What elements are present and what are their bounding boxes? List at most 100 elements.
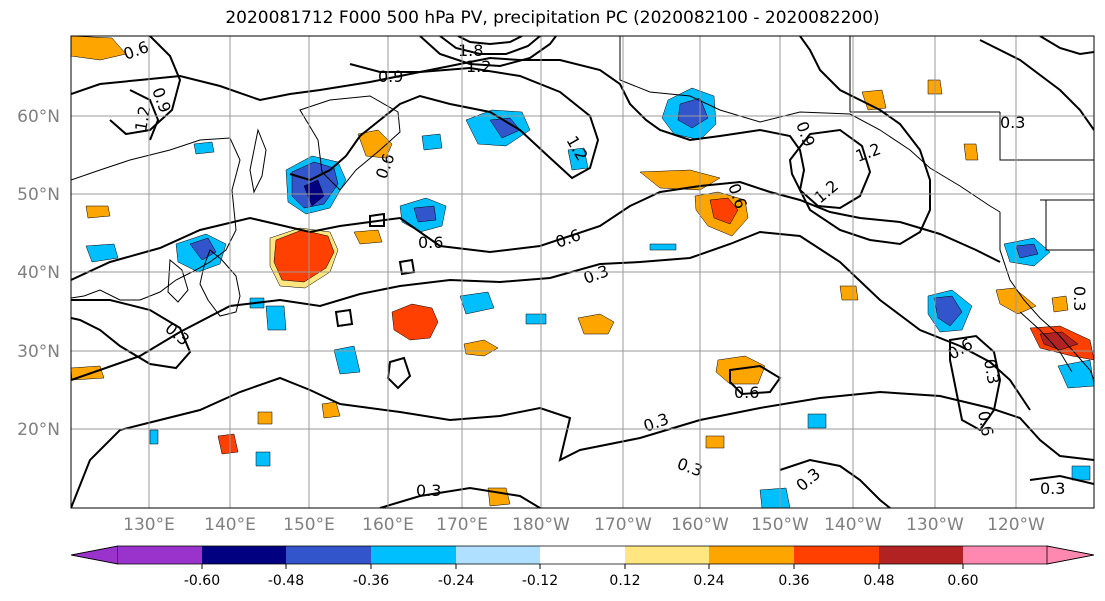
- contour-0.6-cal: [949, 334, 1002, 432]
- colorbar-tick-labels: -0.60 -0.48 -0.36 -0.24 -0.12 0.12 0.24 …: [184, 573, 979, 589]
- contour-label: 0.6: [418, 233, 443, 252]
- colorbar-label: -0.12: [522, 573, 558, 589]
- fill-neg-cal-core: [933, 295, 963, 327]
- lon-label: 130°E: [123, 515, 175, 535]
- fill-neg-small7: [193, 141, 215, 155]
- fill-pos-japan: [357, 129, 393, 159]
- gridlines: [71, 36, 1094, 508]
- contour-0.9-north: [349, 36, 931, 246]
- latitude-labels: 60°N 50°N 40°N 30°N 20°N: [17, 107, 60, 440]
- fill-neg-small13: [149, 429, 159, 445]
- lat-label: 30°N: [17, 342, 60, 362]
- coastlines: [71, 36, 1094, 381]
- contour-label: 0.6: [974, 409, 997, 437]
- lon-label: 170°E: [436, 515, 488, 535]
- colorbar-seg: [202, 546, 286, 564]
- fill-neg-small10: [255, 451, 271, 467]
- fill-neg-small2: [459, 291, 495, 315]
- fill-neg-small12: [265, 305, 287, 331]
- fill-neg-small1: [85, 243, 119, 263]
- fill-pos-small2: [85, 205, 111, 219]
- fill-neg-small8: [525, 313, 547, 325]
- contour-small-loop4: [334, 308, 354, 328]
- fill-pos-pac1-core: [709, 197, 739, 225]
- plot-frame: [70, 35, 1095, 509]
- coast-japan: [199, 249, 241, 317]
- lon-label: 150°W: [751, 515, 809, 535]
- contour-0.6-east: [1039, 36, 1094, 56]
- colorbar-seg: [540, 546, 625, 564]
- fill-pos-small9: [839, 285, 859, 301]
- coast-na-west: [999, 212, 1094, 381]
- pv-contours: [71, 36, 1094, 508]
- contour-0.9-left: [129, 89, 160, 141]
- fill-pos-small6: [321, 401, 341, 419]
- contour-0.6-north: [71, 66, 600, 182]
- colorbar-seg: [963, 546, 1047, 564]
- fill-neg-small15: [1071, 465, 1091, 481]
- fill-neg-small3: [333, 345, 361, 375]
- contour-0.3-east: [979, 39, 1094, 131]
- colorbar-seg: [286, 546, 371, 564]
- contour-label: 0.3: [1000, 113, 1025, 132]
- coast-borders: [849, 36, 1094, 251]
- contour-1.2-top: [419, 36, 557, 68]
- lon-label: 150°E: [283, 515, 335, 535]
- fill-neg-japan-core: [189, 237, 217, 261]
- fill-pos-nw: [71, 36, 127, 61]
- fill-neg-small4: [759, 487, 791, 508]
- lon-label: 180°W: [512, 515, 570, 535]
- colorbar-arrow-right: [1046, 545, 1095, 565]
- colorbar-arrow-left: [70, 545, 119, 565]
- contour-small-loop2: [369, 212, 385, 227]
- contour-label: 1.8: [458, 41, 483, 60]
- lat-label: 40°N: [17, 263, 60, 283]
- colorbar-label: 0.36: [778, 573, 809, 589]
- coast-sakhalin: [249, 128, 267, 194]
- contour-1.8-top: [457, 36, 523, 46]
- colorbar-seg: [625, 546, 709, 564]
- colorbar-label: 0.12: [609, 573, 640, 589]
- coast-baja: [1019, 311, 1073, 373]
- contour-0.3-low: [71, 376, 1094, 508]
- coast-asia: [71, 137, 241, 301]
- fill-pos-pac4: [463, 339, 499, 357]
- colorbar-seg: [709, 546, 794, 564]
- contour-label: 0.9: [378, 67, 403, 86]
- colorbar-label: -0.60: [184, 573, 220, 589]
- fill-neg-sw-core: [1015, 243, 1039, 259]
- fill-pos-center: [391, 303, 439, 341]
- contour-label: 0.3: [1040, 479, 1065, 498]
- fill-neg-center1-core: [413, 205, 437, 223]
- fill-neg-small14: [649, 243, 677, 251]
- fill-pos-small10: [963, 143, 979, 161]
- colorbar-seg: [371, 546, 456, 564]
- fill-pos-small1: [353, 229, 383, 245]
- contour-0.6-small: [729, 364, 782, 396]
- colorbar-seg: [456, 546, 540, 564]
- lon-label: 140°W: [824, 515, 882, 535]
- contour-1.5-top: [439, 36, 541, 55]
- colorbar-label: 0.60: [947, 573, 978, 589]
- lat-label: 60°N: [17, 107, 60, 127]
- fill-neg-small11: [807, 413, 827, 429]
- colorbar-label: -0.24: [438, 573, 474, 589]
- fill-pos-small13: [705, 435, 725, 449]
- colorbar-label: 0.48: [863, 573, 894, 589]
- fill-pos-pac3: [577, 313, 615, 335]
- lon-label: 160°E: [362, 515, 414, 535]
- contour-label: 0.6: [734, 383, 759, 402]
- colorbar-seg: [879, 546, 963, 564]
- fill-pos-pac2: [715, 355, 766, 385]
- colorbar-outline: [70, 545, 1095, 565]
- colorbar-seg: [118, 546, 202, 564]
- contour-label: 0.3: [1070, 286, 1089, 311]
- map-title: 2020081712 F000 500 hPa PV, precipitatio…: [225, 8, 880, 28]
- colorbar-seg: [794, 546, 879, 564]
- contour-1.2-cutoff: [788, 128, 872, 210]
- contour-0.3-pac: [779, 458, 891, 508]
- lat-label: 50°N: [17, 185, 60, 205]
- contour-0.3-south: [379, 486, 541, 508]
- fill-pos-small14: [1051, 295, 1069, 313]
